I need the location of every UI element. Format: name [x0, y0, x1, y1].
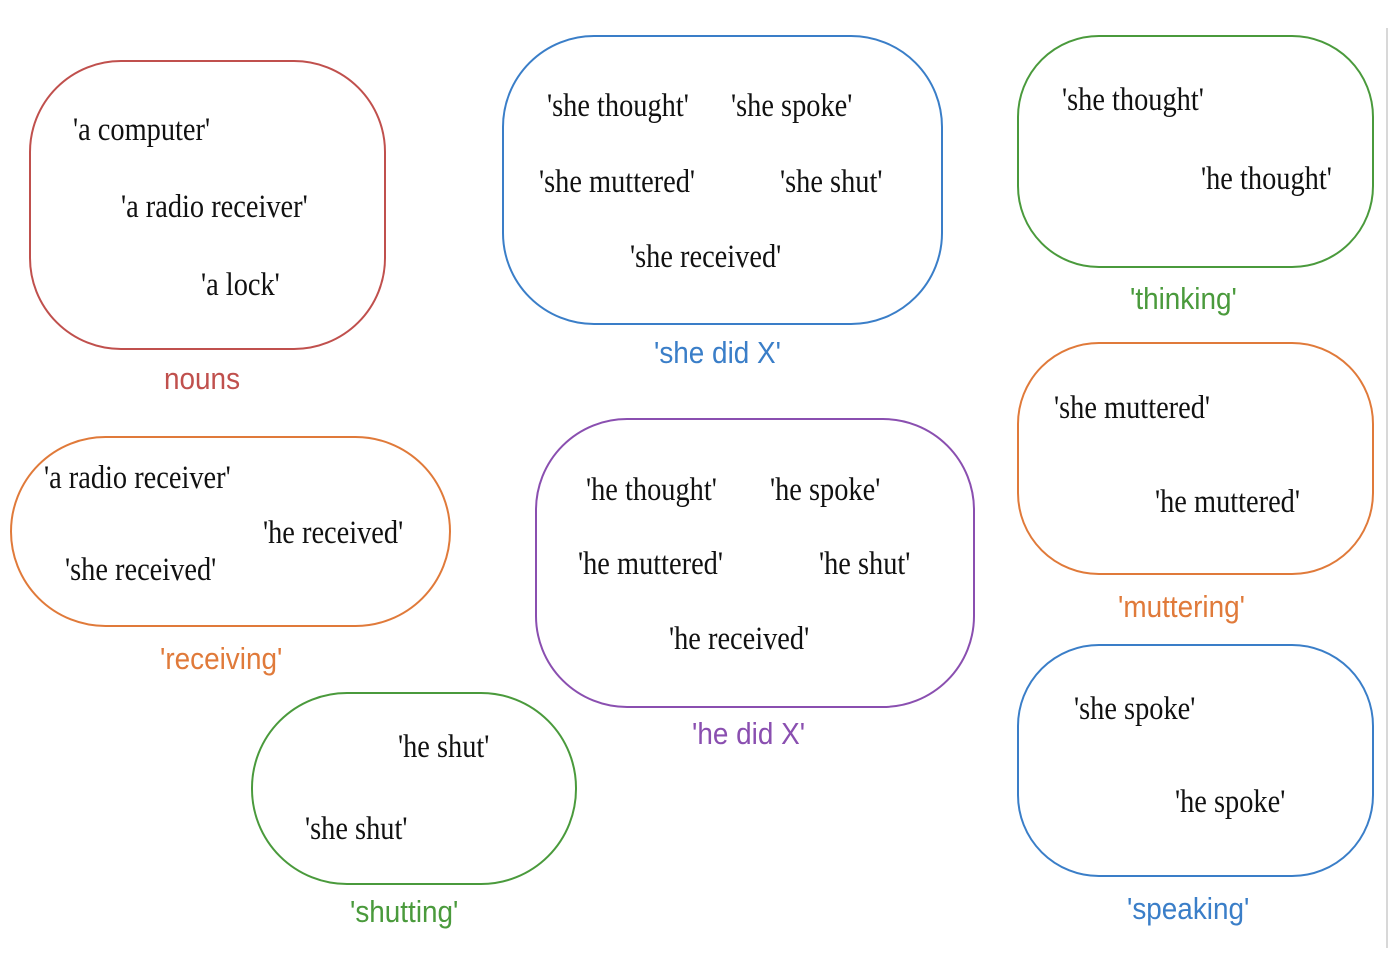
- group-shutting: [251, 692, 577, 885]
- phrase-he-muttered-muttering: 'he muttered': [1155, 484, 1300, 520]
- phrase-a-lock: 'a lock': [201, 267, 280, 303]
- label-thinking: 'thinking': [1130, 281, 1237, 316]
- group-she-did-x: [502, 35, 943, 325]
- phrase-she-spoke: 'she spoke': [731, 88, 853, 124]
- phrase-he-muttered: 'he muttered': [578, 546, 723, 582]
- group-receiving: [10, 436, 451, 627]
- label-receiving: 'receiving': [160, 641, 283, 676]
- phrase-a-radio-receiver-receiving: 'a radio receiver': [44, 460, 231, 496]
- phrase-she-shut-shutting: 'she shut': [305, 811, 408, 847]
- phrase-he-thought-thinking: 'he thought': [1201, 161, 1332, 197]
- group-thinking: [1017, 35, 1374, 268]
- phrase-she-muttered-muttering: 'she muttered': [1054, 390, 1211, 426]
- label-he-did-x: 'he did X': [692, 716, 806, 751]
- phrase-she-muttered: 'she muttered': [539, 164, 696, 200]
- phrase-a-computer: 'a computer': [73, 112, 211, 148]
- group-he-did-x: [535, 418, 975, 708]
- group-speaking: [1017, 644, 1374, 877]
- phrase-she-thought-thinking: 'she thought': [1062, 82, 1204, 118]
- phrase-he-shut: 'he shut': [819, 546, 911, 582]
- phrase-he-shut-shutting: 'he shut': [398, 729, 490, 765]
- right-edge-divider: [1386, 28, 1388, 948]
- group-nouns: [29, 60, 386, 350]
- label-nouns: nouns: [164, 361, 241, 396]
- phrase-he-spoke-speaking: 'he spoke': [1175, 784, 1286, 820]
- phrase-she-spoke-speaking: 'she spoke': [1074, 691, 1196, 727]
- phrase-he-received: 'he received': [669, 621, 810, 657]
- label-speaking: 'speaking': [1127, 891, 1250, 926]
- label-shutting: 'shutting': [350, 894, 459, 929]
- label-muttering: 'muttering': [1118, 589, 1245, 624]
- phrase-he-thought: 'he thought': [586, 472, 717, 508]
- phrase-a-radio-receiver: 'a radio receiver': [121, 189, 308, 225]
- group-muttering: [1017, 342, 1374, 575]
- phrase-she-thought: 'she thought': [547, 88, 689, 124]
- label-she-did-x: 'she did X': [654, 335, 781, 370]
- phrase-he-received-receiving: 'he received': [263, 515, 404, 551]
- phrase-he-spoke: 'he spoke': [770, 472, 881, 508]
- phrase-she-received-receiving: 'she received': [65, 552, 217, 588]
- phrase-she-shut: 'she shut': [780, 164, 883, 200]
- phrase-she-received: 'she received': [630, 239, 782, 275]
